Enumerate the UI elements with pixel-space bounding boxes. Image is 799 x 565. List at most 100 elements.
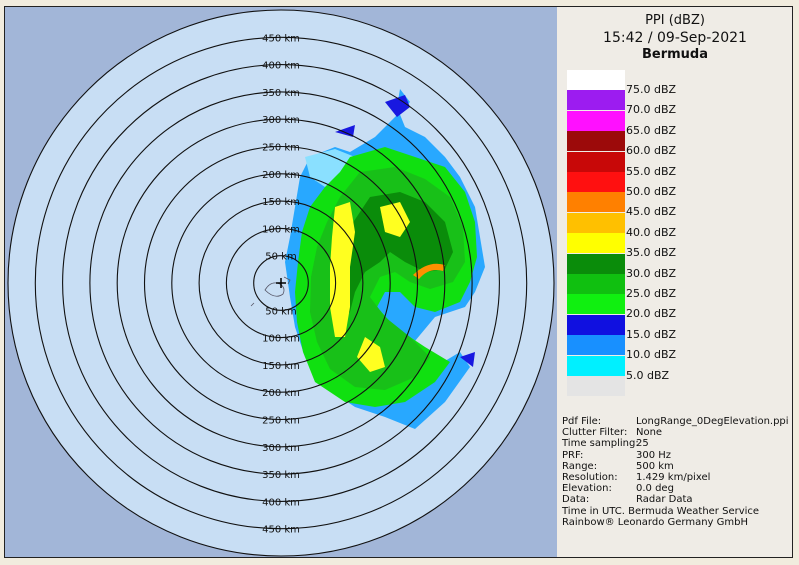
metadata-value: Radar Data	[636, 494, 693, 506]
product-title: PPI (dBZ)	[645, 13, 705, 28]
echo-orange-arc	[413, 263, 445, 279]
metadata-row: PRF: 300 Hz	[562, 450, 789, 461]
legend-label: 40.0 dBZ	[626, 225, 677, 239]
metadata-value: None	[636, 427, 663, 439]
range-ring	[198, 200, 364, 366]
metadata-row: Data: Radar Data	[562, 494, 789, 505]
metadata-key: PRF:	[562, 449, 584, 461]
legend-label: 20.0 dBZ	[626, 307, 677, 321]
metadata-key: Data:	[562, 494, 590, 506]
site-name: Bermuda	[641, 47, 708, 62]
legend-swatch	[567, 294, 625, 315]
legend-label: 35.0 dBZ	[626, 246, 677, 260]
range-ring	[62, 64, 500, 502]
range-label-north: 400 km	[262, 61, 300, 72]
legend-label: 65.0 dBZ	[626, 123, 677, 137]
metadata-row: Time sampling:25	[562, 438, 789, 449]
metadata-block: Pdf File: LongRange_0DegElevation.ppi Clut…	[562, 416, 789, 528]
metadata-value: LongRange_0DegElevation.ppi	[636, 416, 789, 427]
legend-swatch	[567, 90, 625, 111]
footer-credit: Rainbow® Leonardo Germany GmbH	[562, 516, 749, 528]
legend-swatch	[567, 253, 625, 274]
metadata-value: 300 Hz	[636, 449, 672, 461]
range-ring	[116, 118, 446, 448]
legend-swatch	[567, 131, 625, 152]
legend-swatch	[567, 110, 625, 131]
range-ring	[34, 36, 528, 530]
legend-label: 45.0 dBZ	[626, 205, 677, 219]
range-label-north: 150 km	[262, 197, 300, 208]
range-label-north: 50 km	[265, 252, 296, 263]
range-label-north: 450 km	[262, 33, 300, 44]
range-ring	[171, 173, 391, 393]
range-label-north: 250 km	[262, 143, 300, 154]
legend-label: 60.0 dBZ	[626, 144, 677, 158]
legend-swatch	[567, 233, 625, 254]
legend-swatch	[567, 192, 625, 213]
range-ring	[143, 145, 419, 421]
metadata-row: Elevation: 0.0 deg	[562, 483, 789, 494]
metadata-key: Elevation:	[562, 483, 612, 495]
legend-swatch	[567, 70, 625, 90]
metadata-row: Resolution: 1.429 km/pixel	[562, 472, 789, 483]
metadata-key: Pdf File:	[562, 416, 602, 427]
range-ring	[89, 91, 473, 475]
range-label-south: 150 km	[262, 361, 300, 372]
range-label-south: 100 km	[262, 334, 300, 345]
radar-display-frame: 50 km 50 km 100 km 100 km 150 km 150 km 200 km…	[4, 6, 793, 558]
metadata-key: Range:	[562, 460, 598, 472]
legend-label: 55.0 dBZ	[626, 164, 677, 178]
legend-swatch	[567, 376, 625, 396]
legend-swatch	[567, 212, 625, 233]
legend-swatch	[567, 335, 625, 356]
legend-swatch	[567, 151, 625, 172]
range-label-south: 350 km	[262, 470, 300, 481]
range-label-south: 50 km	[265, 306, 296, 317]
metadata-row: Clutter Filter: None	[562, 427, 789, 438]
legend-swatch	[567, 314, 625, 335]
echo-yellow-northeast	[380, 202, 410, 237]
legend-label: 50.0 dBZ	[626, 185, 677, 198]
legend-label: 25.0 dBZ	[626, 287, 677, 300]
metadata-value: 1.429 km/pixel	[636, 471, 711, 483]
range-rings	[7, 9, 555, 557]
metadata-value: 25	[636, 438, 649, 450]
echo-yellow-band-west	[330, 202, 355, 337]
legend-swatch	[567, 274, 625, 294]
footer-time-note: Time in UTC. Bermuda Weather Service	[562, 505, 760, 517]
radar-ppi-map: 50 km 50 km 100 km 100 km 150 km 150 km 200 km…	[5, 7, 557, 557]
bermuda-island-outline	[250, 276, 291, 307]
range-label-south: 400 km	[262, 497, 300, 508]
range-label-south: 250 km	[262, 416, 300, 427]
metadata-key: Resolution:	[562, 471, 618, 483]
legend-panel: PPI (dBZ) 15:42 / 09-Sep-2021 Bermuda 75…	[558, 7, 792, 557]
legend-label: 75.0 dBZ	[626, 83, 677, 96]
range-label-south: 300 km	[262, 443, 300, 454]
range-ring	[225, 227, 337, 339]
radar-site-marker	[276, 278, 286, 288]
legend-swatch	[567, 172, 625, 192]
legend-label: 10.0 dBZ	[626, 348, 677, 362]
range-ring	[7, 9, 555, 557]
range-label-north: 100 km	[262, 224, 300, 235]
metadata-row: Pdf File: LongRange_0DegElevation.ppi	[562, 416, 789, 427]
legend-label: 30.0 dBZ	[626, 266, 677, 280]
echo-green-30	[330, 192, 453, 327]
range-label-north: 300 km	[262, 115, 300, 126]
range-label-south: 200 km	[262, 388, 300, 399]
legend-label: 5.0 dBZ	[626, 368, 670, 382]
legend-label: 15.0 dBZ	[626, 327, 677, 341]
metadata-value: 500 km	[636, 460, 674, 472]
timestamp: 15:42 / 09-Sep-2021	[603, 30, 747, 46]
legend-swatch	[567, 355, 625, 376]
range-label-south: 450 km	[262, 525, 300, 536]
metadata-value: 0.0 deg	[636, 483, 674, 495]
range-label-north: 200 km	[262, 170, 300, 181]
range-label-north: 350 km	[262, 88, 300, 99]
echo-yellow-south	[357, 337, 385, 372]
metadata-key: Time sampling:	[562, 438, 639, 450]
range-ring	[253, 255, 309, 311]
range-labels: 50 km 50 km 100 km 100 km 150 km 150 km 200 km…	[262, 33, 300, 535]
metadata-key: Clutter Filter:	[562, 427, 628, 439]
metadata-row: Range: 500 km	[562, 461, 789, 472]
